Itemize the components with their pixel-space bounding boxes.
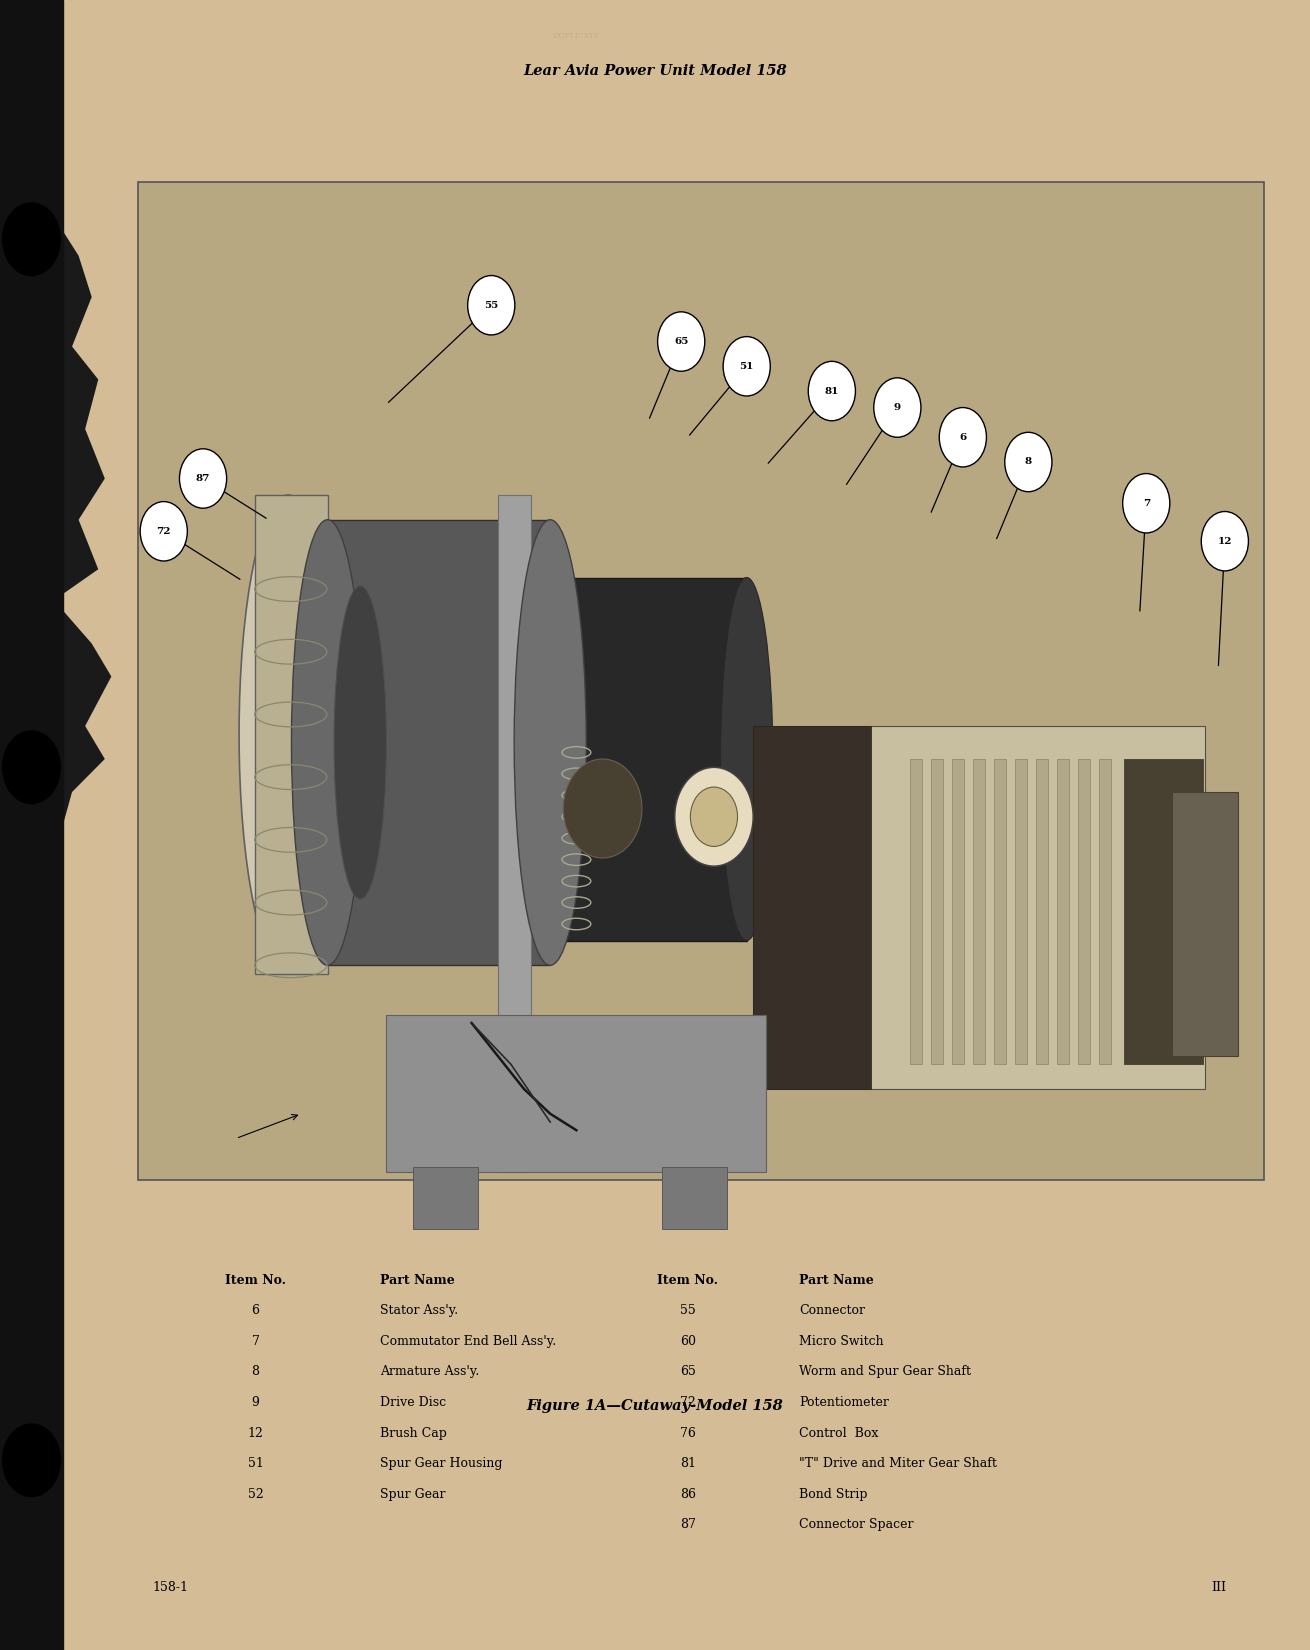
Text: 55: 55: [680, 1305, 696, 1317]
Text: Drive Disc: Drive Disc: [380, 1396, 445, 1409]
Bar: [255, 495, 328, 974]
Text: Item No.: Item No.: [658, 1274, 718, 1287]
Text: Spur Gear: Spur Gear: [380, 1488, 445, 1500]
Circle shape: [690, 787, 738, 846]
Circle shape: [140, 502, 187, 561]
Text: Micro Switch: Micro Switch: [799, 1335, 884, 1348]
Bar: [537, 578, 747, 940]
Circle shape: [3, 731, 60, 804]
Bar: [1015, 759, 1027, 1064]
Text: Connector: Connector: [799, 1305, 865, 1317]
Text: 72: 72: [156, 526, 172, 536]
Text: 52: 52: [248, 1488, 263, 1500]
Text: 81: 81: [825, 386, 838, 396]
Bar: [413, 1167, 478, 1229]
Circle shape: [808, 361, 855, 421]
Bar: [753, 726, 871, 1089]
Text: 8: 8: [252, 1366, 259, 1378]
Text: 65: 65: [675, 337, 688, 346]
Bar: [328, 520, 550, 965]
Ellipse shape: [291, 520, 363, 965]
Text: 81: 81: [680, 1457, 696, 1470]
Text: Armature Ass'y.: Armature Ass'y.: [380, 1366, 479, 1378]
Text: Stator Ass'y.: Stator Ass'y.: [380, 1305, 458, 1317]
Circle shape: [3, 1424, 60, 1497]
Circle shape: [1123, 474, 1170, 533]
Text: 12: 12: [248, 1427, 263, 1439]
Text: 9: 9: [893, 403, 901, 412]
Circle shape: [179, 449, 227, 508]
Ellipse shape: [334, 586, 386, 899]
Text: Worm and Spur Gear Shaft: Worm and Spur Gear Shaft: [799, 1366, 971, 1378]
Text: 65: 65: [680, 1366, 696, 1378]
Bar: [662, 1167, 727, 1229]
Text: Control  Box: Control Box: [799, 1427, 879, 1439]
Bar: [386, 1015, 766, 1172]
Ellipse shape: [238, 495, 338, 974]
Text: 9: 9: [252, 1396, 259, 1409]
Bar: [0, 0, 63, 1650]
Circle shape: [1005, 432, 1052, 492]
Text: 7: 7: [1142, 498, 1150, 508]
Text: 51: 51: [740, 361, 753, 371]
Text: Commutator End Bell Ass'y.: Commutator End Bell Ass'y.: [380, 1335, 555, 1348]
Bar: [498, 495, 531, 1172]
Text: 72: 72: [680, 1396, 696, 1409]
Bar: [1099, 759, 1111, 1064]
Text: 6: 6: [959, 432, 967, 442]
Bar: [1124, 759, 1203, 1064]
Ellipse shape: [514, 520, 586, 965]
Bar: [952, 759, 964, 1064]
Text: 55: 55: [485, 300, 498, 310]
Circle shape: [675, 767, 753, 866]
Circle shape: [563, 759, 642, 858]
Text: Spur Gear Housing: Spur Gear Housing: [380, 1457, 503, 1470]
Bar: [1057, 759, 1069, 1064]
Circle shape: [939, 408, 986, 467]
Bar: [994, 759, 1006, 1064]
Text: Bond Strip: Bond Strip: [799, 1488, 867, 1500]
Bar: [1078, 759, 1090, 1064]
Text: Part Name: Part Name: [380, 1274, 455, 1287]
Text: Figure 1A—Cutaway-Model 158: Figure 1A—Cutaway-Model 158: [527, 1399, 783, 1412]
Text: 60: 60: [680, 1335, 696, 1348]
Ellipse shape: [721, 578, 773, 940]
Text: Item No.: Item No.: [225, 1274, 286, 1287]
Bar: [910, 759, 922, 1064]
Text: III: III: [1210, 1581, 1226, 1594]
Circle shape: [1201, 512, 1248, 571]
Circle shape: [468, 276, 515, 335]
Bar: [1036, 759, 1048, 1064]
Text: 6: 6: [252, 1305, 259, 1317]
Polygon shape: [63, 231, 105, 594]
Text: Brush Cap: Brush Cap: [380, 1427, 447, 1439]
Bar: [753, 726, 1205, 1089]
Text: Lear Avia Power Unit Model 158: Lear Avia Power Unit Model 158: [523, 64, 787, 78]
Text: 76: 76: [680, 1427, 696, 1439]
Bar: [931, 759, 943, 1064]
Text: DUPLICATE: DUPLICATE: [553, 33, 600, 40]
Text: 158-1: 158-1: [152, 1581, 189, 1594]
Text: Potentiometer: Potentiometer: [799, 1396, 889, 1409]
Circle shape: [658, 312, 705, 371]
Text: Connector Spacer: Connector Spacer: [799, 1518, 913, 1531]
Text: 87: 87: [196, 474, 210, 483]
Text: "T" Drive and Miter Gear Shaft: "T" Drive and Miter Gear Shaft: [799, 1457, 997, 1470]
Text: 7: 7: [252, 1335, 259, 1348]
Polygon shape: [63, 610, 111, 825]
Bar: [138, 182, 1264, 1180]
Circle shape: [3, 203, 60, 276]
Bar: [1172, 792, 1238, 1056]
Circle shape: [874, 378, 921, 437]
Circle shape: [723, 337, 770, 396]
Text: 12: 12: [1217, 536, 1233, 546]
Text: 51: 51: [248, 1457, 263, 1470]
Text: 8: 8: [1024, 457, 1032, 467]
Text: 86: 86: [680, 1488, 696, 1500]
Text: Part Name: Part Name: [799, 1274, 874, 1287]
Bar: [973, 759, 985, 1064]
Text: 87: 87: [680, 1518, 696, 1531]
